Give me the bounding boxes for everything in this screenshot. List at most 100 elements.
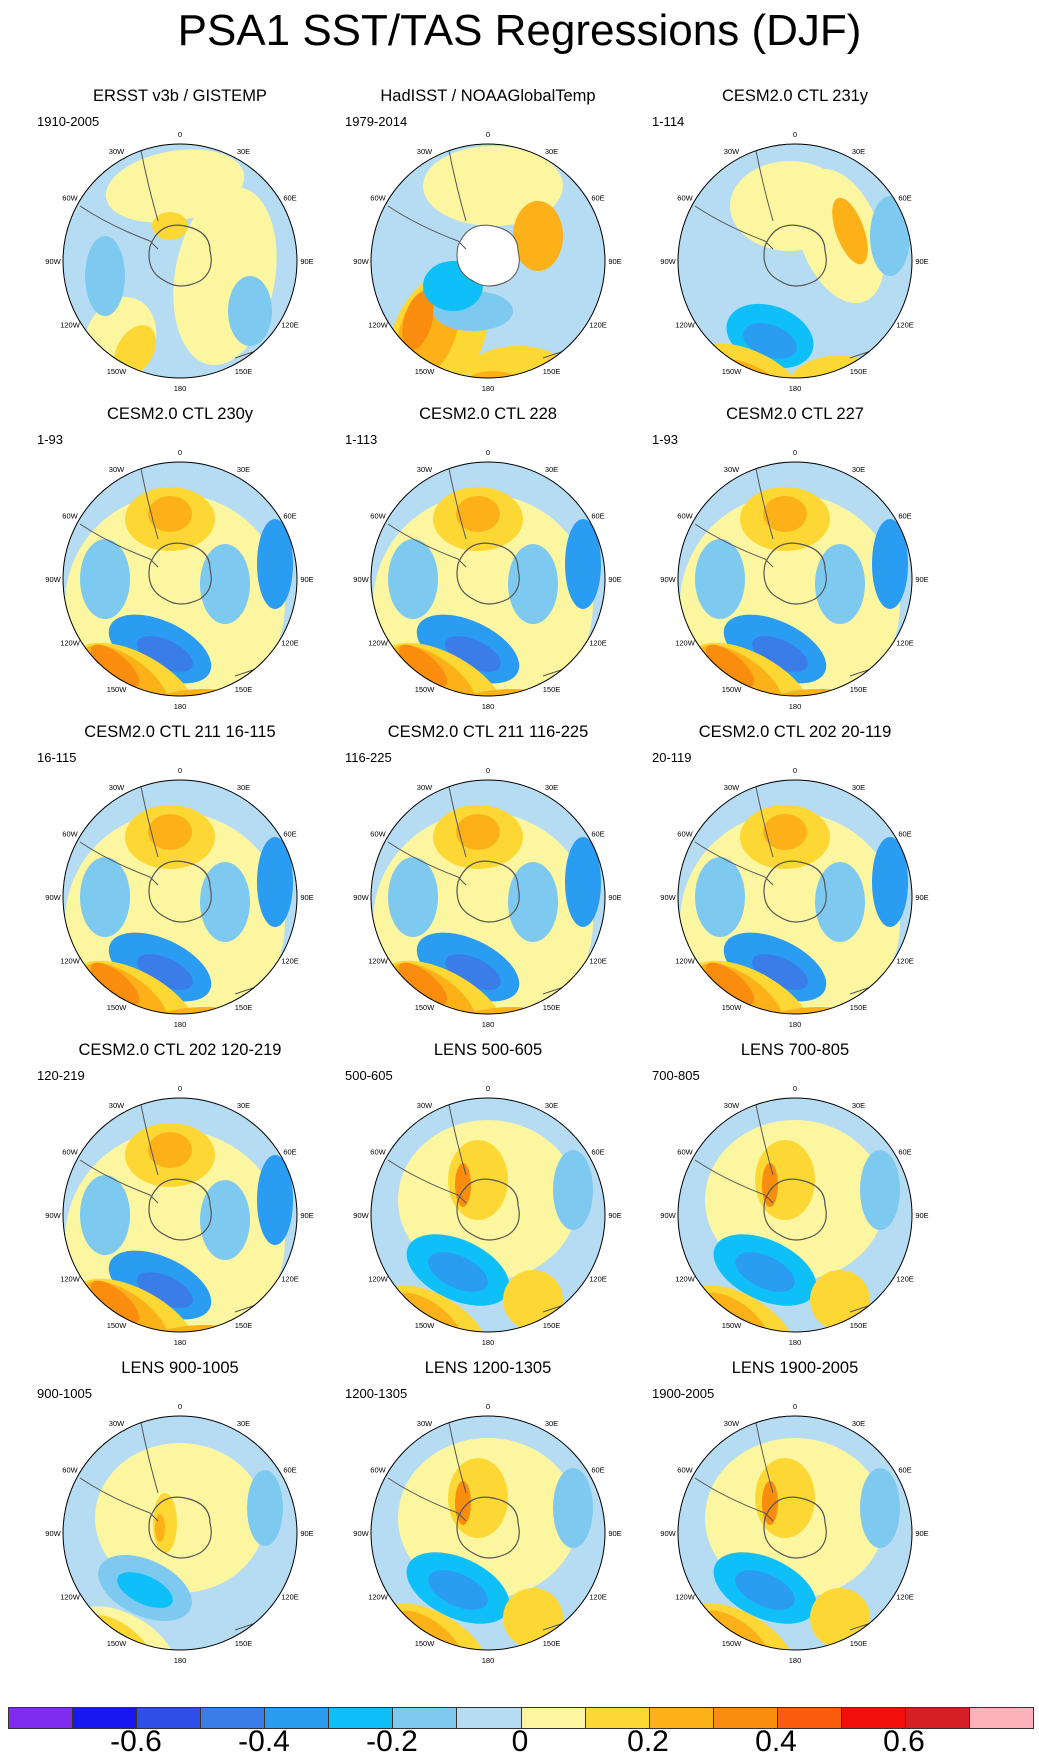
panel-title: CESM2.0 CTL 211 116-225: [387, 723, 589, 741]
longitude-label: 150E: [235, 367, 253, 376]
longitude-label: 60W: [370, 1148, 386, 1157]
longitude-label: 120W: [675, 639, 696, 648]
longitude-label: 120W: [675, 1275, 696, 1284]
map-panel: HadISST / NOAAGlobalTemp 1979-2014 0 30E 60E…: [333, 86, 643, 426]
longitude-label: 90E: [608, 1211, 621, 1220]
longitude-label: 30W: [724, 1101, 740, 1110]
longitude-label: 60E: [283, 1466, 296, 1475]
polar-stereographic-map: 0 30E 60E 90E 120E 150E 180 150W 120W 90W 60W 30W: [660, 1402, 928, 1665]
longitude-label: 120W: [675, 957, 696, 966]
longitude-label: 30W: [417, 1419, 433, 1428]
longitude-label: 120E: [896, 957, 914, 966]
longitude-label: 90W: [353, 575, 369, 584]
longitude-label: 30W: [109, 465, 125, 474]
polar-stereographic-map: 0 30E 60E 90E 120E 150E 180 150W 120W 90W 60W 30W: [45, 1084, 313, 1347]
longitude-label: 180: [482, 702, 495, 711]
longitude-label: 30E: [545, 1419, 558, 1428]
longitude-label: 120W: [368, 1593, 389, 1602]
colorbar-swatch: [73, 1708, 138, 1728]
longitude-label: 120W: [60, 639, 81, 648]
longitude-label: 0: [793, 1084, 797, 1093]
longitude-label: 150E: [235, 1639, 253, 1648]
longitude-label: 180: [789, 384, 802, 393]
panel-period: 1979-2014: [345, 114, 408, 129]
longitude-label: 150W: [107, 685, 128, 694]
panel-title: CESM2.0 CTL 228: [419, 405, 557, 423]
longitude-label: 120E: [281, 1593, 299, 1602]
map-panel: LENS 900-1005 900-1005 0 30E 60E 90E 120E 150E 1…: [25, 1358, 335, 1698]
panel-title: LENS 1900-2005: [731, 1359, 859, 1377]
colorbar-swatch: [393, 1708, 458, 1728]
panel-period: 1-114: [652, 114, 685, 129]
panel-title: LENS 900-1005: [121, 1359, 239, 1377]
map-panel: CESM2.0 CTL 227 1-93 0 30E 60E 90E 120E 150E 180…: [640, 404, 950, 744]
longitude-label: 60W: [677, 1148, 693, 1157]
map-panel: LENS 1900-2005 1900-2005 0 30E 60E 90E 120E 150…: [640, 1358, 950, 1698]
longitude-label: 180: [482, 384, 495, 393]
longitude-label: 60E: [898, 1466, 911, 1475]
longitude-label: 180: [789, 702, 802, 711]
longitude-label: 60W: [370, 830, 386, 839]
polar-stereographic-map: 0 30E 60E 90E 120E 150E 180 150W 120W 90W 60W 30W: [45, 448, 313, 711]
longitude-label: 90W: [45, 893, 61, 902]
longitude-label: 120E: [589, 1593, 607, 1602]
colorbar-swatch: [969, 1708, 1033, 1728]
longitude-label: 150E: [235, 1321, 253, 1330]
colorbar-swatch: [777, 1708, 842, 1728]
longitude-label: 30W: [724, 147, 740, 156]
longitude-label: 30W: [109, 147, 125, 156]
longitude-label: 150E: [850, 1003, 868, 1012]
longitude-label: 150E: [543, 1639, 561, 1648]
panel-period: 1-93: [37, 432, 64, 447]
panel-title: LENS 500-605: [433, 1041, 543, 1059]
polar-stereographic-map: 0 30E 60E 90E 120E 150E 180 150W 120W 90W 60W 30W: [353, 130, 621, 393]
longitude-label: 60W: [677, 512, 693, 521]
longitude-label: 60W: [677, 194, 693, 203]
longitude-label: 60E: [898, 830, 911, 839]
colorbar-swatch: [841, 1708, 906, 1728]
longitude-label: 150W: [722, 1003, 743, 1012]
polar-stereographic-map: 0 30E 60E 90E 120E 150E 180 150W 120W 90W 60W 30W: [45, 1402, 313, 1665]
colorbar-tick-label: 0.2: [627, 1725, 669, 1758]
map-panel: LENS 700-805 700-805 0 30E 60E 90E 120E 150E 180…: [640, 1040, 950, 1380]
panel-title: CESM2.0 CTL 202 20-119: [698, 723, 892, 741]
longitude-label: 90E: [300, 575, 313, 584]
longitude-label: 0: [178, 766, 182, 775]
longitude-label: 60W: [370, 194, 386, 203]
longitude-label: 60W: [62, 1466, 78, 1475]
longitude-label: 30E: [545, 783, 558, 792]
longitude-label: 30E: [852, 465, 865, 474]
polar-stereographic-map: 0 30E 60E 90E 120E 150E 180 150W 120W 90W 60W 30W: [45, 766, 313, 1029]
longitude-label: 30E: [852, 783, 865, 792]
longitude-label: 30E: [852, 1101, 865, 1110]
panel-period: 1-113: [345, 432, 378, 447]
longitude-label: 180: [789, 1656, 802, 1665]
longitude-label: 180: [174, 384, 187, 393]
longitude-label: 120W: [60, 321, 81, 330]
longitude-label: 0: [178, 448, 182, 457]
panel-period: 16-115: [37, 750, 77, 765]
longitude-label: 120E: [589, 321, 607, 330]
colorbar-tick-label: 0: [511, 1725, 529, 1758]
longitude-label: 90E: [608, 257, 621, 266]
longitude-label: 30W: [724, 783, 740, 792]
map-panel: LENS 500-605 500-605 0 30E 60E 90E 120E 150E 180…: [333, 1040, 643, 1380]
panel-period: 116-225: [345, 750, 392, 765]
map-panel: ERSST v3b / GISTEMP 1910-2005 0 30E 60E 90E 12…: [25, 86, 335, 426]
longitude-label: 150W: [415, 1639, 436, 1648]
longitude-label: 180: [174, 702, 187, 711]
longitude-label: 0: [793, 448, 797, 457]
longitude-label: 0: [178, 1402, 182, 1411]
longitude-label: 90E: [300, 1529, 313, 1538]
longitude-label: 120W: [60, 1275, 81, 1284]
map-panel: CESM2.0 CTL 231y 1-114 0 30E 60E 90E 120E 150E 1…: [640, 86, 950, 426]
longitude-label: 90E: [608, 1529, 621, 1538]
colorbar-swatch: [905, 1708, 970, 1728]
longitude-label: 150W: [107, 1321, 128, 1330]
longitude-label: 90E: [915, 893, 928, 902]
colorbar-swatch: [713, 1708, 778, 1728]
longitude-label: 60E: [591, 194, 604, 203]
longitude-label: 30E: [545, 465, 558, 474]
longitude-label: 90W: [353, 1529, 369, 1538]
longitude-label: 180: [174, 1338, 187, 1347]
